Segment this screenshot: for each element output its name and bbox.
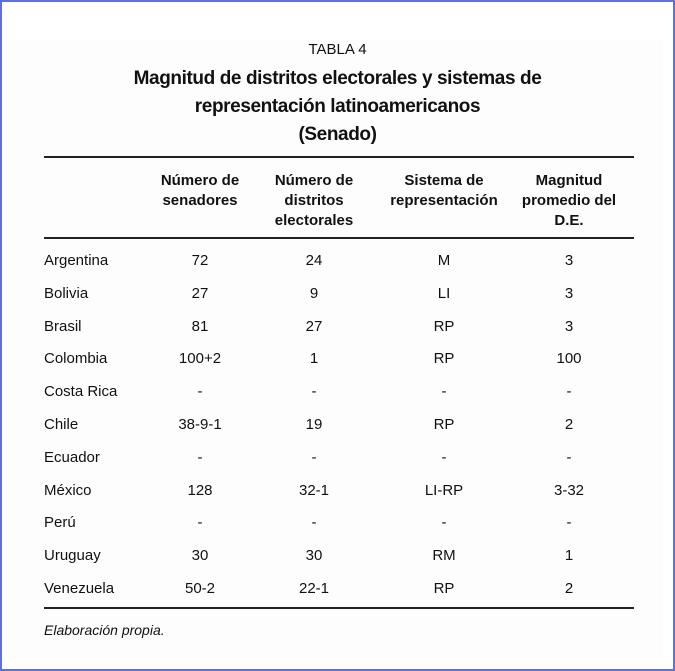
header-line: Sistema de bbox=[404, 172, 484, 189]
table-row: Venezuela 50-2 22-1 RP 2 bbox=[0, 580, 675, 602]
header-line: Número de bbox=[274, 172, 354, 189]
source-note: Elaboración propia. bbox=[44, 622, 165, 638]
table-title-line-3: (Senado) bbox=[298, 124, 377, 145]
header-line: senadores bbox=[162, 192, 238, 209]
value-cell: 32-1 bbox=[298, 481, 330, 499]
table-row: Colombia 100+2 1 RP 100 bbox=[0, 350, 675, 372]
table-title-line-2: representación latinoamericanos bbox=[194, 96, 481, 117]
header-line: distritos bbox=[284, 192, 344, 209]
top-rule bbox=[44, 156, 634, 158]
country-cell: Colombia bbox=[44, 350, 108, 368]
header-sistema: Sistema de representación bbox=[374, 171, 514, 211]
value-cell: - bbox=[197, 514, 203, 532]
header-line: Magnitud bbox=[535, 172, 603, 189]
value-cell: - bbox=[311, 448, 317, 466]
country-cell: Venezuela bbox=[44, 580, 115, 597]
table-row: Chile 38-9-1 19 RP 2 bbox=[0, 416, 675, 438]
value-cell: 22-1 bbox=[298, 580, 330, 597]
value-cell: 3 bbox=[564, 252, 574, 269]
value-cell: RP bbox=[433, 317, 455, 335]
table-row: Bolivia 27 9 LI 3 bbox=[0, 285, 675, 307]
value-cell: 128 bbox=[187, 481, 213, 499]
value-cell: LI bbox=[437, 284, 451, 302]
value-cell: 100 bbox=[556, 350, 582, 368]
header-line: promedio del bbox=[521, 192, 617, 209]
value-cell: - bbox=[441, 514, 447, 532]
table-row: Argentina 72 24 M 3 bbox=[0, 252, 675, 274]
value-cell: 100+2 bbox=[178, 350, 222, 368]
value-cell: 1 bbox=[309, 350, 319, 368]
table-row: Perú - - - - bbox=[0, 514, 675, 536]
header-line: electorales bbox=[274, 212, 354, 229]
country-cell: Perú bbox=[44, 514, 76, 532]
header-line: representación bbox=[390, 192, 498, 209]
bottom-rule bbox=[44, 607, 634, 609]
value-cell: 30 bbox=[305, 547, 323, 565]
table-label: TABLA 4 bbox=[308, 41, 367, 58]
value-cell: - bbox=[311, 383, 317, 401]
value-cell: - bbox=[441, 383, 447, 401]
value-cell: - bbox=[197, 383, 203, 401]
country-cell: Bolivia bbox=[44, 284, 89, 302]
value-cell: - bbox=[441, 448, 447, 466]
value-cell: 2 bbox=[564, 416, 574, 433]
value-cell: LI-RP bbox=[424, 481, 464, 499]
value-cell: 3 bbox=[564, 284, 574, 302]
value-cell: - bbox=[566, 514, 572, 532]
value-cell: 72 bbox=[191, 252, 209, 269]
value-cell: 50-2 bbox=[184, 580, 216, 597]
value-cell: RP bbox=[433, 580, 455, 597]
value-cell: 30 bbox=[191, 547, 209, 565]
country-cell: Brasil bbox=[44, 317, 82, 335]
header-line: Número de bbox=[160, 172, 240, 189]
value-cell: M bbox=[437, 252, 451, 269]
country-cell: Chile bbox=[44, 416, 79, 433]
header-rule bbox=[44, 237, 634, 239]
value-cell: RM bbox=[432, 547, 456, 565]
value-cell: 38-9-1 bbox=[178, 416, 222, 433]
header-magnitud: Magnitud promedio del D.E. bbox=[499, 171, 639, 231]
value-cell: 19 bbox=[305, 416, 323, 433]
value-cell: 3 bbox=[564, 317, 574, 335]
country-cell: Ecuador bbox=[44, 448, 100, 466]
value-cell: - bbox=[566, 383, 572, 401]
country-cell: Argentina bbox=[44, 252, 109, 269]
header-distritos: Número de distritos electorales bbox=[244, 171, 384, 231]
value-cell: RP bbox=[433, 416, 455, 433]
header-senadores: Número de senadores bbox=[130, 171, 270, 211]
value-cell: - bbox=[197, 448, 203, 466]
scanned-page bbox=[8, 40, 663, 660]
country-cell: Costa Rica bbox=[44, 383, 118, 401]
value-cell: 24 bbox=[305, 252, 323, 269]
header-line: D.E. bbox=[554, 212, 584, 229]
country-cell: México bbox=[44, 481, 92, 499]
table-row: Brasil 81 27 RP 3 bbox=[0, 318, 675, 340]
value-cell: 9 bbox=[309, 284, 319, 302]
value-cell: 1 bbox=[564, 547, 574, 565]
value-cell: 2 bbox=[564, 580, 574, 597]
value-cell: 3-32 bbox=[553, 481, 585, 499]
table-row: Uruguay 30 30 RM 1 bbox=[0, 547, 675, 569]
table-title-line-1: Magnitud de distritos electorales y sist… bbox=[133, 68, 542, 89]
value-cell: 27 bbox=[191, 284, 209, 302]
country-cell: Uruguay bbox=[44, 547, 101, 565]
value-cell: RP bbox=[433, 350, 455, 368]
value-cell: - bbox=[566, 448, 572, 466]
table-row: Costa Rica - - - - bbox=[0, 383, 675, 405]
value-cell: 27 bbox=[305, 317, 323, 335]
value-cell: - bbox=[311, 514, 317, 532]
value-cell: 81 bbox=[191, 317, 209, 335]
table-row: Ecuador - - - - bbox=[0, 449, 675, 471]
table-row: México 128 32-1 LI-RP 3-32 bbox=[0, 482, 675, 504]
